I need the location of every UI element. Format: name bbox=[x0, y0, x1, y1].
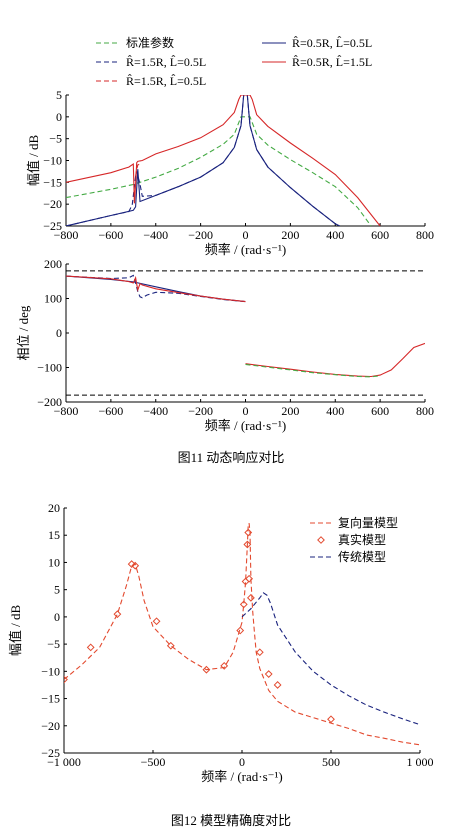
legend-label: R̂=1.5R, L̂=0.5L bbox=[126, 55, 206, 69]
plot-area bbox=[66, 95, 381, 226]
figure12-caption: 图12 模型精确度对比 bbox=[171, 813, 291, 828]
x-tick-label: 800 bbox=[416, 228, 434, 242]
x-tick-label: 200 bbox=[281, 228, 299, 242]
y-tick-label: −20 bbox=[41, 719, 60, 733]
series-marker bbox=[152, 617, 161, 626]
plot-area bbox=[66, 274, 425, 378]
series-marker bbox=[131, 561, 140, 570]
magnitude-chart: −800 −600 −400 −200 0 200 400 600 800 5 0 −5 −10 −15 −… bbox=[26, 88, 434, 257]
series-line-2 bbox=[241, 592, 420, 726]
y-tick-label: 0 bbox=[56, 326, 62, 340]
series-marker bbox=[86, 643, 95, 652]
legend-label: 真实模型 bbox=[338, 532, 386, 547]
x-tick-label: −400 bbox=[143, 228, 168, 242]
y-tick-label: −15 bbox=[41, 692, 60, 706]
x-tick-label: 600 bbox=[371, 228, 389, 242]
y-tick-label: 20 bbox=[48, 501, 60, 515]
y-tick-label: 200 bbox=[44, 257, 62, 271]
series-line-1 bbox=[66, 95, 340, 226]
series-marker bbox=[243, 540, 252, 549]
series-marker bbox=[220, 661, 229, 670]
y-tick-label: 0 bbox=[54, 610, 60, 624]
y-tick-label: −15 bbox=[43, 175, 62, 189]
x-tick-label: −1 000 bbox=[47, 755, 81, 769]
series-marker bbox=[245, 574, 254, 583]
x-tick-label: 600 bbox=[371, 404, 389, 418]
series-line-0 bbox=[66, 116, 372, 226]
x-tick-label: 0 bbox=[239, 755, 245, 769]
y-tick-label: −10 bbox=[41, 664, 60, 678]
x-tick-label: −500 bbox=[141, 755, 166, 769]
legend-label: 标准参数 bbox=[126, 35, 174, 50]
figure11-caption: 图11 动态响应对比 bbox=[178, 450, 285, 465]
x-tick-label: −400 bbox=[143, 404, 168, 418]
series-marker bbox=[327, 715, 335, 724]
phase-chart: −800 −600 −400 −200 0 200 400 600 800 200 100 0 −100… bbox=[16, 257, 434, 433]
series-line-4 bbox=[135, 163, 141, 177]
series-line-3 bbox=[66, 95, 381, 226]
series-marker bbox=[64, 675, 68, 684]
legend-label: 复向量模型 bbox=[338, 515, 398, 530]
x-tick-label: 1 000 bbox=[407, 755, 434, 769]
legend-label: R̂=0.5R, L̂=1.5L bbox=[292, 55, 372, 69]
series-marker bbox=[246, 593, 255, 602]
series-line-3 bbox=[245, 363, 381, 378]
series-marker bbox=[255, 648, 264, 657]
y-tick-label: −10 bbox=[43, 154, 62, 168]
y-tick-label: 5 bbox=[56, 88, 62, 102]
y-tick-label: −100 bbox=[37, 361, 62, 375]
y-tick-label: −200 bbox=[37, 395, 62, 409]
plot-area bbox=[64, 522, 420, 746]
model-accuracy-chart: −1 000 −500 0 500 1 000 20 15 10 5 0 −5 −10 −15 −20 −2… bbox=[8, 501, 434, 784]
x-axis-label: 频率 / (rad·s⁻¹) bbox=[205, 418, 287, 433]
series-marker bbox=[113, 610, 122, 619]
y-tick-label: 0 bbox=[56, 110, 62, 124]
series-marker bbox=[244, 528, 253, 537]
x-tick-label: 0 bbox=[243, 404, 249, 418]
series-marker bbox=[236, 626, 245, 635]
x-tick-label: 400 bbox=[326, 228, 344, 242]
series-marker bbox=[202, 665, 211, 674]
x-axis-label: 频率 / (rad·s⁻¹) bbox=[205, 242, 287, 257]
series-marker bbox=[264, 670, 273, 678]
y-tick-label: −5 bbox=[47, 637, 60, 651]
series-line-2 bbox=[66, 95, 340, 226]
y-tick-label: −20 bbox=[43, 197, 62, 211]
y-tick-label: 10 bbox=[48, 555, 60, 569]
series-marker bbox=[127, 560, 136, 568]
x-tick-label: 200 bbox=[281, 404, 299, 418]
x-tick-label: 500 bbox=[322, 755, 340, 769]
legend-label: R̂=0.5R, L̂=0.5L bbox=[292, 36, 372, 50]
series-marker bbox=[273, 681, 282, 689]
x-tick-label: 800 bbox=[416, 404, 434, 418]
y-tick-label: −25 bbox=[41, 746, 60, 760]
legend-marker bbox=[317, 536, 325, 544]
x-tick-label: 0 bbox=[243, 228, 249, 242]
y-axis-label: 相位 / deg bbox=[16, 305, 31, 360]
y-tick-label: 5 bbox=[54, 583, 60, 597]
x-tick-label: −600 bbox=[98, 404, 123, 418]
x-tick-label: −200 bbox=[188, 404, 213, 418]
y-axis-label: 幅值 / dB bbox=[8, 605, 23, 657]
legend-label: 传统模型 bbox=[338, 549, 386, 564]
series-line-2 bbox=[66, 275, 425, 378]
y-tick-label: 15 bbox=[48, 528, 60, 542]
y-tick-label: −5 bbox=[49, 132, 62, 146]
series-marker bbox=[239, 600, 248, 609]
x-tick-label: −200 bbox=[188, 228, 213, 242]
y-tick-label: −25 bbox=[43, 219, 62, 233]
series-marker bbox=[166, 641, 175, 650]
x-tick-label: −600 bbox=[98, 228, 123, 242]
y-axis-label: 幅值 / dB bbox=[26, 135, 41, 187]
x-axis-label: 频率 / (rad·s⁻¹) bbox=[201, 769, 283, 784]
y-tick-label: 100 bbox=[44, 292, 62, 306]
legend-label: R̂=1.5R, L̂=0.5L bbox=[126, 74, 206, 88]
x-tick-label: −800 bbox=[54, 228, 79, 242]
chart1-legend: 标准参数 R̂=1.5R, L̂=0.5L R̂=1.5R, L̂=0.5L R̂=0… bbox=[96, 35, 372, 88]
x-tick-label: −800 bbox=[54, 404, 79, 418]
x-tick-label: 400 bbox=[326, 404, 344, 418]
